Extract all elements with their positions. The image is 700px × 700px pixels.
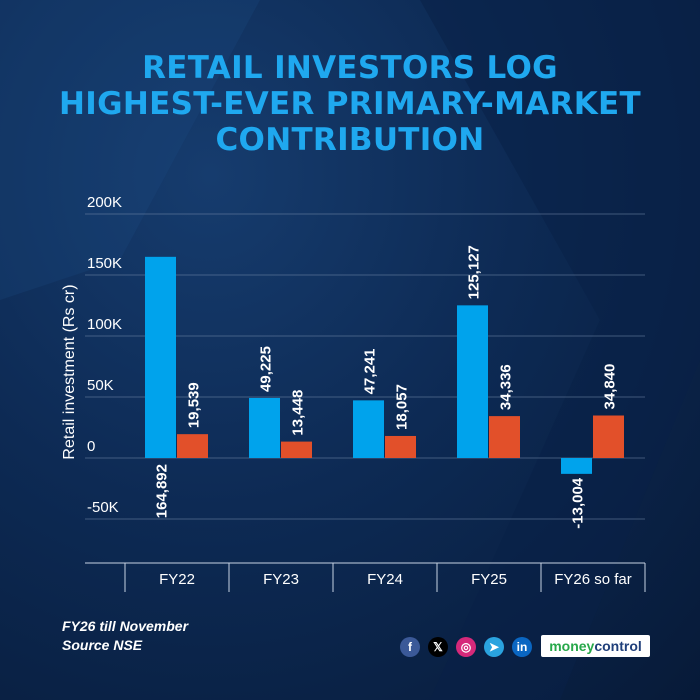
logo-text-control: control [594,638,642,654]
title-line-3: CONTRIBUTION [215,122,485,158]
data-label: 13,448 [290,390,307,436]
data-label: 125,127 [466,245,483,299]
bar-a [249,397,280,458]
data-label: 34,336 [498,364,515,410]
y-tick-label: 0 [87,438,95,455]
social-icons: f 𝕏 ◎ ➤ in [400,636,540,658]
chart-title: RETAIL INVESTORS LOG HIGHEST-EVER PRIMAR… [0,50,700,158]
data-label: 49,225 [258,346,275,392]
data-label: 34,840 [602,364,619,410]
bar-b [177,434,208,458]
bar-b [489,416,520,458]
title-line-2: HIGHEST-EVER PRIMARY-MARKET [59,86,641,122]
y-tick-label: 200K [87,194,122,211]
y-tick-label: 100K [87,316,122,333]
x-tick-label: FY22 [159,571,195,588]
instagram-icon[interactable]: ◎ [456,637,476,657]
data-label: 47,241 [362,348,379,394]
logo-text-money: money [549,638,595,654]
x-tick-label: FY23 [263,571,299,588]
bar-b [593,415,624,458]
bar-a [145,256,176,458]
data-label: 164,892 [154,464,171,518]
data-label: 19,539 [186,382,203,428]
x-tick-label: FY25 [471,571,507,588]
linkedin-icon[interactable]: in [512,637,532,657]
y-tick-label: 50K [87,377,114,394]
data-label: -13,004 [570,477,587,529]
facebook-icon[interactable]: f [400,637,420,657]
x-tick-label: FY26 so far [554,571,632,588]
bar-a [353,400,384,458]
bar-a [457,305,488,458]
y-tick-label: -50K [87,499,119,516]
telegram-icon[interactable]: ➤ [484,637,504,657]
y-tick-label: 150K [87,255,122,272]
bar-b [281,441,312,458]
data-label: 18,057 [394,384,411,430]
y-axis-label: Retail investment (Rs cr) [61,284,78,459]
footnote-line-1: FY26 till November [62,618,189,634]
bar-a [561,458,592,474]
moneycontrol-logo: money control [541,635,650,657]
title-line-1: RETAIL INVESTORS LOG [142,50,558,86]
footnote: FY26 till November Source NSE [62,617,188,655]
source-note: Source NSE [62,637,143,653]
x-icon[interactable]: 𝕏 [428,637,448,657]
x-tick-label: FY24 [367,571,403,588]
bar-b [385,435,416,458]
